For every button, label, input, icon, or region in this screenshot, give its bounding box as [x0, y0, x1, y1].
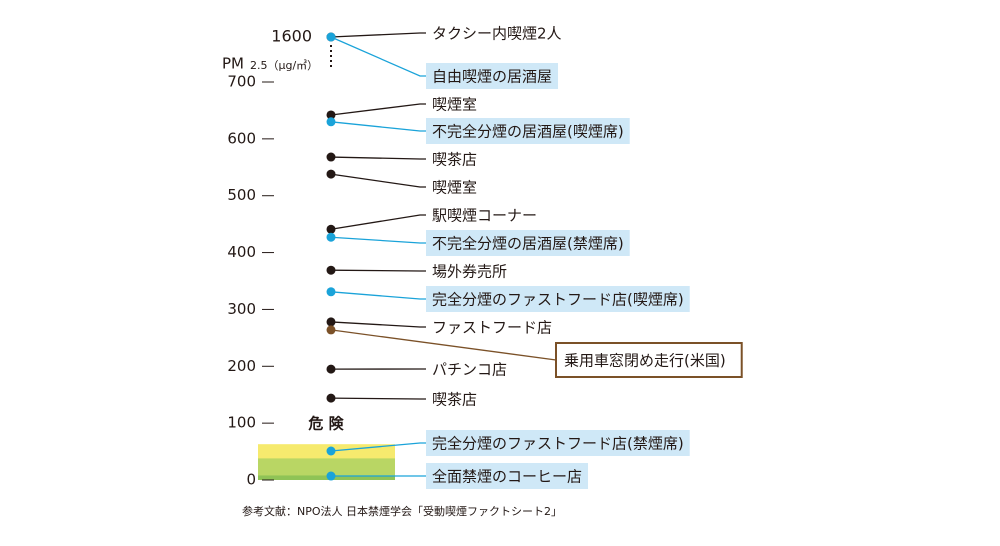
label-group: 自由喫煙の居酒屋 — [426, 63, 558, 89]
label-group: 喫煙室 — [426, 174, 483, 200]
dot — [327, 117, 336, 126]
leader — [331, 122, 426, 131]
point-label: 喫茶店 — [432, 391, 477, 409]
leader — [331, 292, 426, 299]
leader — [331, 322, 426, 327]
y-tick-label: 600 — [227, 129, 256, 147]
point-label: 場外券売所 — [432, 263, 507, 281]
label-group: 駅喫煙コーナー — [426, 202, 543, 228]
dot — [327, 266, 336, 275]
y-label-sub: 2.5（μg/㎥） — [250, 59, 318, 72]
leader — [331, 37, 426, 76]
leader — [331, 270, 426, 271]
y-tick-label: 400 — [227, 243, 256, 261]
label-group: 不完全分煙の居酒屋(禁煙席) — [426, 230, 630, 256]
y-tick-label: 0 — [246, 471, 256, 489]
leader — [331, 33, 426, 37]
point-label: ファストフード店 — [432, 319, 552, 337]
y-tick-label: 500 — [227, 186, 256, 204]
y-tick-label: 700 — [227, 73, 256, 91]
y-tick-label: 100 — [227, 414, 256, 432]
point-label: 喫煙室 — [432, 179, 477, 197]
annotation: 危 険 — [308, 415, 344, 433]
dot — [327, 472, 336, 481]
point-label: 不完全分煙の居酒屋(喫煙席) — [432, 123, 624, 141]
point-label: 自由喫煙の居酒屋 — [432, 68, 552, 86]
dot — [327, 447, 336, 456]
point-label: 乗用車窓閉め走行(米国) — [564, 352, 726, 370]
label-group: パチンコ店 — [426, 356, 513, 382]
dot — [327, 287, 336, 296]
label-group: 喫煙室 — [426, 91, 483, 117]
point-label: 喫茶店 — [432, 151, 477, 169]
point-label: 不完全分煙の居酒屋(禁煙席) — [432, 235, 624, 253]
label-group: 不完全分煙の居酒屋(喫煙席) — [426, 118, 630, 144]
point-label: 駅喫煙コーナー — [432, 207, 537, 225]
dot — [327, 33, 336, 42]
y-tick-label: 200 — [227, 357, 256, 375]
label-group: 喫茶店 — [426, 146, 483, 172]
label-group: タクシー内喫煙2人 — [426, 20, 568, 46]
dot — [327, 394, 336, 403]
leader — [331, 174, 426, 187]
label-group: 完全分煙のファストフード店(喫煙席) — [426, 286, 690, 312]
point-label: 完全分煙のファストフード店(禁煙席) — [432, 435, 684, 453]
y-tick-label: 1600 — [271, 27, 312, 46]
label-group: 場外券売所 — [426, 258, 513, 284]
label-group: 喫茶店 — [426, 386, 483, 412]
dot — [327, 317, 336, 326]
leader — [331, 215, 426, 229]
dot — [327, 325, 336, 334]
point-label: 全面禁煙のコーヒー店 — [432, 468, 582, 486]
label-group: 乗用車窓閉め走行(米国) — [556, 343, 742, 377]
dot — [327, 225, 336, 234]
dot — [327, 233, 336, 242]
dot — [327, 153, 336, 162]
dot — [327, 170, 336, 179]
dot — [327, 365, 336, 374]
leader — [331, 157, 426, 159]
y-label: PM — [222, 55, 244, 73]
leader — [331, 237, 426, 243]
y-tick-label: 300 — [227, 300, 256, 318]
label-group: 全面禁煙のコーヒー店 — [426, 463, 588, 489]
leader — [331, 104, 426, 115]
point-label: 喫煙室 — [432, 96, 477, 114]
source: 参考文献：NPO法人 日本禁煙学会「受動喫煙ファクトシート2」 — [242, 504, 562, 518]
point-label: 完全分煙のファストフード店(喫煙席) — [432, 291, 684, 309]
point-label: タクシー内喫煙2人 — [432, 25, 562, 43]
point-label: パチンコ店 — [432, 361, 507, 379]
leader — [331, 398, 426, 399]
label-group: 完全分煙のファストフード店(禁煙席) — [426, 430, 690, 456]
label-group: ファストフード店 — [426, 314, 558, 340]
